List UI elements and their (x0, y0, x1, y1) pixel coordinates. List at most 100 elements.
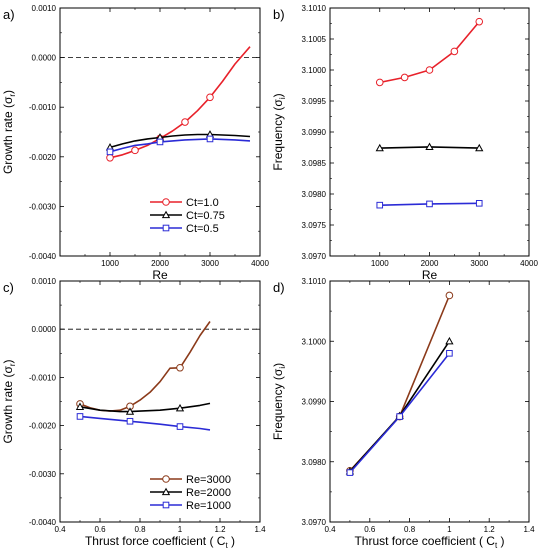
x-tick-label: 1 (447, 525, 452, 534)
series-line (79, 415, 211, 431)
y-axis-label: Growth rate (σr) (1, 359, 17, 443)
circle-marker (176, 363, 184, 372)
triangle-marker (475, 143, 484, 152)
x-tick-label: 1.2 (484, 525, 496, 534)
y-tick-label: 3.0975 (302, 221, 327, 230)
y-tick-label: 0.0000 (32, 54, 57, 63)
x-tick-label: 0.4 (324, 525, 336, 534)
y-axis-label: Frequency (σi) (271, 93, 287, 170)
series-1 (375, 142, 484, 152)
circle-marker (425, 66, 434, 74)
y-tick-label: -0.0010 (29, 103, 57, 112)
square-marker (376, 201, 384, 209)
series-line (109, 133, 251, 149)
legend-entry-label: Ct=0.5 (186, 223, 219, 235)
plot-frame (59, 7, 261, 257)
square-marker (76, 413, 84, 420)
x-tick-label: 3000 (201, 259, 219, 268)
x-axis-label: Re (422, 268, 438, 282)
x-tick-label: 0.8 (134, 525, 146, 534)
panel-3: d) 0.4 0.6 0.8 1 1.2 1.4 3.1010 3.1000 3.0990 3.09… (271, 277, 535, 550)
circle-marker (131, 146, 139, 155)
x-tick-label: 0.6 (364, 525, 376, 534)
legend-entry-label: Re=1000 (186, 500, 231, 512)
series-line (79, 321, 211, 412)
legend-circle-marker (162, 198, 170, 206)
triangle-marker (125, 407, 135, 415)
y-tick-label: 3.0980 (302, 458, 327, 467)
series-line (349, 340, 451, 472)
series-1 (345, 336, 454, 475)
legend-square-marker (162, 501, 170, 509)
triangle-marker (375, 143, 384, 152)
circle-marker (181, 118, 189, 126)
y-tick-label: 3.0990 (302, 128, 327, 137)
circle-marker (445, 291, 454, 300)
circle-marker (106, 153, 114, 162)
series-1 (75, 402, 211, 415)
triangle-marker (75, 402, 85, 410)
plot-frame (329, 280, 530, 523)
y-tick-label: -0.0010 (29, 373, 57, 382)
panel-1: b) 1000 2000 3000 4000 3.1010 3.1005 3.1000 3.09… (271, 4, 538, 282)
y-tick-label: -0.0020 (29, 422, 57, 431)
triangle-marker (175, 403, 185, 412)
series-1 (105, 130, 251, 151)
y-tick-label: 3.0970 (302, 518, 327, 527)
square-marker (156, 138, 164, 146)
y-tick-label: -0.0030 (29, 202, 57, 211)
circle-marker (400, 73, 409, 82)
plot-frame (59, 280, 261, 523)
legend-circle-marker (162, 475, 170, 483)
square-marker (446, 349, 453, 357)
circle-marker (206, 93, 214, 102)
y-tick-label: 3.1000 (302, 337, 327, 346)
y-tick-label: 3.1010 (302, 277, 327, 286)
x-tick-label: 1.4 (523, 525, 535, 534)
y-tick-label: 3.1000 (302, 66, 327, 75)
y-axis-label: Growth rate (σr) (1, 90, 17, 174)
legend-square-marker (162, 224, 170, 232)
x-tick-label: 2000 (151, 259, 169, 268)
panel-label: a) (3, 7, 15, 22)
x-axis-label: Re (152, 268, 168, 282)
square-marker (475, 199, 483, 207)
x-axis-label: Thrust force coefficient ( Ct ) (354, 534, 504, 550)
panel-0: a) 1000 2000 3000 4000 0.0010 0.0000 -0.0010 -0.… (1, 4, 269, 282)
x-tick-label: 1000 (101, 259, 119, 268)
x-tick-label: 4000 (251, 259, 269, 268)
series-line (79, 402, 211, 413)
series-2 (76, 413, 211, 431)
y-tick-label: -0.0030 (29, 470, 57, 479)
x-tick-label: 4000 (520, 259, 538, 268)
x-tick-label: 2000 (421, 259, 439, 268)
x-tick-label: 1.2 (214, 525, 226, 534)
triangle-marker (425, 142, 434, 151)
y-tick-label: -0.0020 (29, 153, 57, 162)
square-marker (126, 417, 134, 425)
plot-frame (329, 7, 530, 257)
panel-label: b) (273, 7, 285, 22)
y-tick-label: 3.0970 (302, 252, 327, 261)
x-tick-label: 0.6 (94, 525, 106, 534)
legend-entry-label: Ct=1.0 (186, 197, 219, 209)
square-marker (426, 200, 433, 208)
legend-entry-label: Re=3000 (186, 474, 231, 486)
x-tick-label: 1000 (371, 259, 389, 268)
square-marker (106, 148, 114, 156)
x-axis-label: Thrust force coefficient ( Ct ) (85, 534, 235, 550)
legend-triangle-marker (161, 210, 171, 219)
series-0 (375, 17, 484, 87)
panel-label: d) (273, 280, 285, 295)
series-2 (376, 199, 483, 209)
y-tick-label: -0.0040 (29, 518, 57, 527)
panel-2: c) 0.4 0.6 0.8 1 1.2 1.4 0.0010 0.0000 -0.0010 -0.… (1, 277, 266, 550)
y-axis-label: Frequency (σi) (271, 363, 287, 440)
circle-marker (450, 47, 459, 56)
legend-triangle-marker (161, 487, 171, 496)
y-tick-label: 3.0985 (302, 159, 327, 168)
series-line (349, 295, 451, 472)
panel-label: c) (3, 280, 14, 295)
